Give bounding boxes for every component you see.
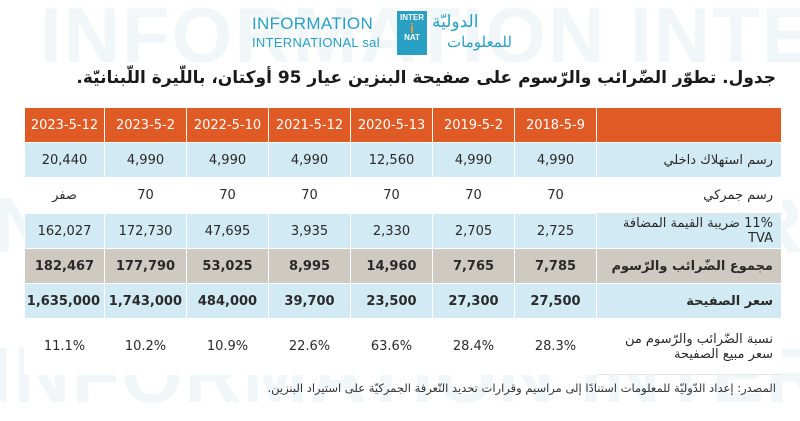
header-cell-date: 2020-5-13: [350, 107, 433, 143]
table-row-vat: 11% ضريبة القيمة المضافة TVA 2,725 2,705…: [24, 213, 782, 249]
table-cell: 4,990: [268, 142, 351, 178]
logo-mark-top: INTER: [400, 13, 424, 22]
table-cell: 53,025: [186, 248, 269, 284]
table-cell: 28.4%: [432, 318, 515, 375]
header-cell-date: 2018-5-9: [514, 107, 597, 143]
table-cell: 4,990: [514, 142, 597, 178]
table-cell: 1,635,000: [24, 283, 105, 319]
table-cell: 70: [432, 177, 515, 214]
fuel-tax-table: 2018-5-9 2019-5-2 2020-5-13 2021-5-12 20…: [24, 107, 782, 375]
logo-mark-letter: i: [410, 20, 414, 36]
table-cell: 70: [350, 177, 433, 214]
row-label: رسم استهلاك داخلي: [596, 142, 782, 178]
table-cell: 4,990: [186, 142, 269, 178]
table-row-canister-price: سعر الصفيحة 27,500 27,300 23,500 39,700 …: [24, 283, 782, 319]
table-cell: 70: [186, 177, 269, 214]
table-cell: 12,560: [350, 142, 433, 178]
table-cell: 3,935: [268, 213, 351, 249]
row-label: مجموع الضّرائب والرّسوم: [596, 248, 782, 284]
table-cell: صفر: [24, 177, 105, 214]
table-cell: 28.3%: [514, 318, 597, 375]
table-cell: 70: [268, 177, 351, 214]
source-note: المصدر: إعداد الدّوليّة للمعلومات استناد…: [267, 381, 776, 395]
logo-mark-bottom: NAT: [404, 33, 420, 42]
row-label: 11% ضريبة القيمة المضافة TVA: [596, 213, 782, 249]
table-row-total-taxes: مجموع الضّرائب والرّسوم 7,785 7,765 14,9…: [24, 248, 782, 284]
table-cell: 182,467: [24, 248, 105, 284]
table-cell: 177,790: [104, 248, 187, 284]
table-cell: 484,000: [186, 283, 269, 319]
header-cell-date: 2019-5-2: [432, 107, 515, 143]
table-row-consumption-fee: رسم استهلاك داخلي 4,990 4,990 12,560 4,9…: [24, 142, 782, 178]
table-cell: 27,500: [514, 283, 597, 319]
brand-logo: INFORMATION INTERNATIONAL sal INTER i NA…: [247, 8, 537, 58]
table-cell: 14,960: [350, 248, 433, 284]
table-cell: 4,990: [104, 142, 187, 178]
table-cell: 8,995: [268, 248, 351, 284]
table-cell: 20,440: [24, 142, 105, 178]
table-cell: 23,500: [350, 283, 433, 319]
header-cell-date: 2023-5-12: [24, 107, 105, 143]
logo-arabic-line2: للمعلومات: [447, 33, 512, 51]
table-title: جدول. تطوّر الضّرائب والرّسوم على صفيحة …: [76, 68, 776, 88]
logo-arabic-line1: الدوليّة: [432, 12, 479, 32]
logo-english-line1: INFORMATION: [252, 14, 374, 33]
table-cell: 63.6%: [350, 318, 433, 375]
table-cell: 172,730: [104, 213, 187, 249]
table-cell: 70: [104, 177, 187, 214]
header-cell-label: [596, 107, 782, 143]
table-cell: 47,695: [186, 213, 269, 249]
table-cell: 1,743,000: [104, 283, 187, 319]
header-row: 2018-5-9 2019-5-2 2020-5-13 2021-5-12 20…: [24, 107, 782, 143]
row-label: رسم جمركي: [596, 177, 782, 214]
row-label: نسبة الضّرائب والرّسوم من سعر مبيع الصفي…: [596, 318, 782, 375]
table-row-tax-share: نسبة الضّرائب والرّسوم من سعر مبيع الصفي…: [24, 318, 782, 375]
table-cell: 162,027: [24, 213, 105, 249]
table-cell: 2,725: [514, 213, 597, 249]
table-cell: 10.2%: [104, 318, 187, 375]
table-cell: 70: [514, 177, 597, 214]
table-cell: 2,330: [350, 213, 433, 249]
row-label: سعر الصفيحة: [596, 283, 782, 319]
table-cell: 10.9%: [186, 318, 269, 375]
table-cell: 2,705: [432, 213, 515, 249]
header-cell-date: 2022-5-10: [186, 107, 269, 143]
logo-english-line2: INTERNATIONAL sal: [252, 35, 380, 50]
table-cell: 7,785: [514, 248, 597, 284]
table-cell: 39,700: [268, 283, 351, 319]
table-cell: 4,990: [432, 142, 515, 178]
table-row-customs-fee: رسم جمركي 70 70 70 70 70 70 صفر: [24, 177, 782, 214]
header-cell-date: 2023-5-2: [104, 107, 187, 143]
table-cell: 27,300: [432, 283, 515, 319]
header-cell-date: 2021-5-12: [268, 107, 351, 143]
table-cell: 22.6%: [268, 318, 351, 375]
logo-mark-icon: INTER i NAT: [397, 11, 427, 55]
table-cell: 11.1%: [24, 318, 105, 375]
table-cell: 7,765: [432, 248, 515, 284]
